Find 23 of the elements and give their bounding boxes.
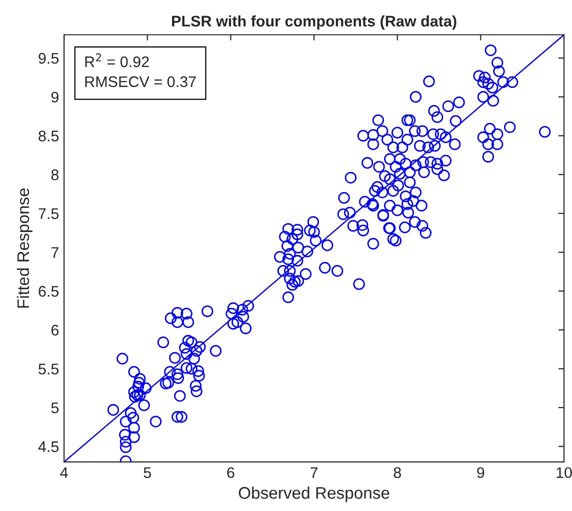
y-axis-title: Fitted Response: [16, 188, 32, 308]
y-tick-label: 6: [51, 324, 59, 336]
y-tick-label: 5: [51, 402, 59, 414]
x-tick-label: 5: [144, 467, 151, 478]
x-tick-label: 9: [477, 467, 484, 478]
y-tick-label: 8: [51, 169, 59, 180]
y-tick-label: 6.5: [38, 286, 59, 297]
x-tick-label: 6: [227, 467, 234, 478]
y-tick-label: 5.5: [38, 364, 59, 374]
x-tick-label: 10: [556, 467, 572, 478]
y-tick-label: 8.5: [38, 130, 59, 142]
x-tick-label: 7: [310, 467, 318, 478]
x-tick-label: 8: [394, 467, 401, 478]
x-tick-label: 4: [60, 467, 68, 478]
y-tick-label: 4.5: [38, 441, 59, 452]
y-tick-label: 7.5: [38, 208, 59, 220]
y-tick-label: 9.5: [38, 52, 59, 64]
annotation: RMSECV = 0.37: [85, 76, 196, 88]
annotation: R$^{2}$ = 0.92: [85, 53, 149, 68]
x-axis-title: Observed Response: [238, 486, 390, 502]
chart-title: PLSR with four components (Raw data): [172, 15, 456, 30]
y-tick-label: 7: [51, 247, 58, 258]
y-tick-label: 9: [51, 92, 58, 103]
